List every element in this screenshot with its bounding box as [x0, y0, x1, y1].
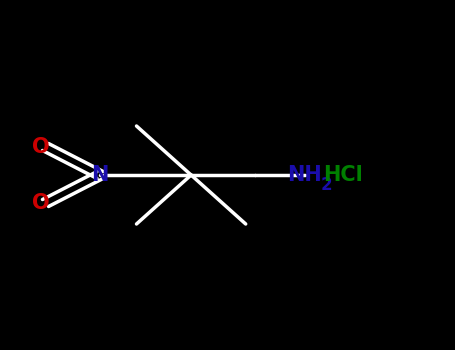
Text: HCl: HCl — [323, 165, 363, 185]
Text: N: N — [91, 165, 109, 185]
Text: O: O — [32, 193, 50, 213]
Text: NH: NH — [288, 165, 322, 185]
Text: 2: 2 — [320, 176, 332, 195]
Text: O: O — [32, 137, 50, 157]
